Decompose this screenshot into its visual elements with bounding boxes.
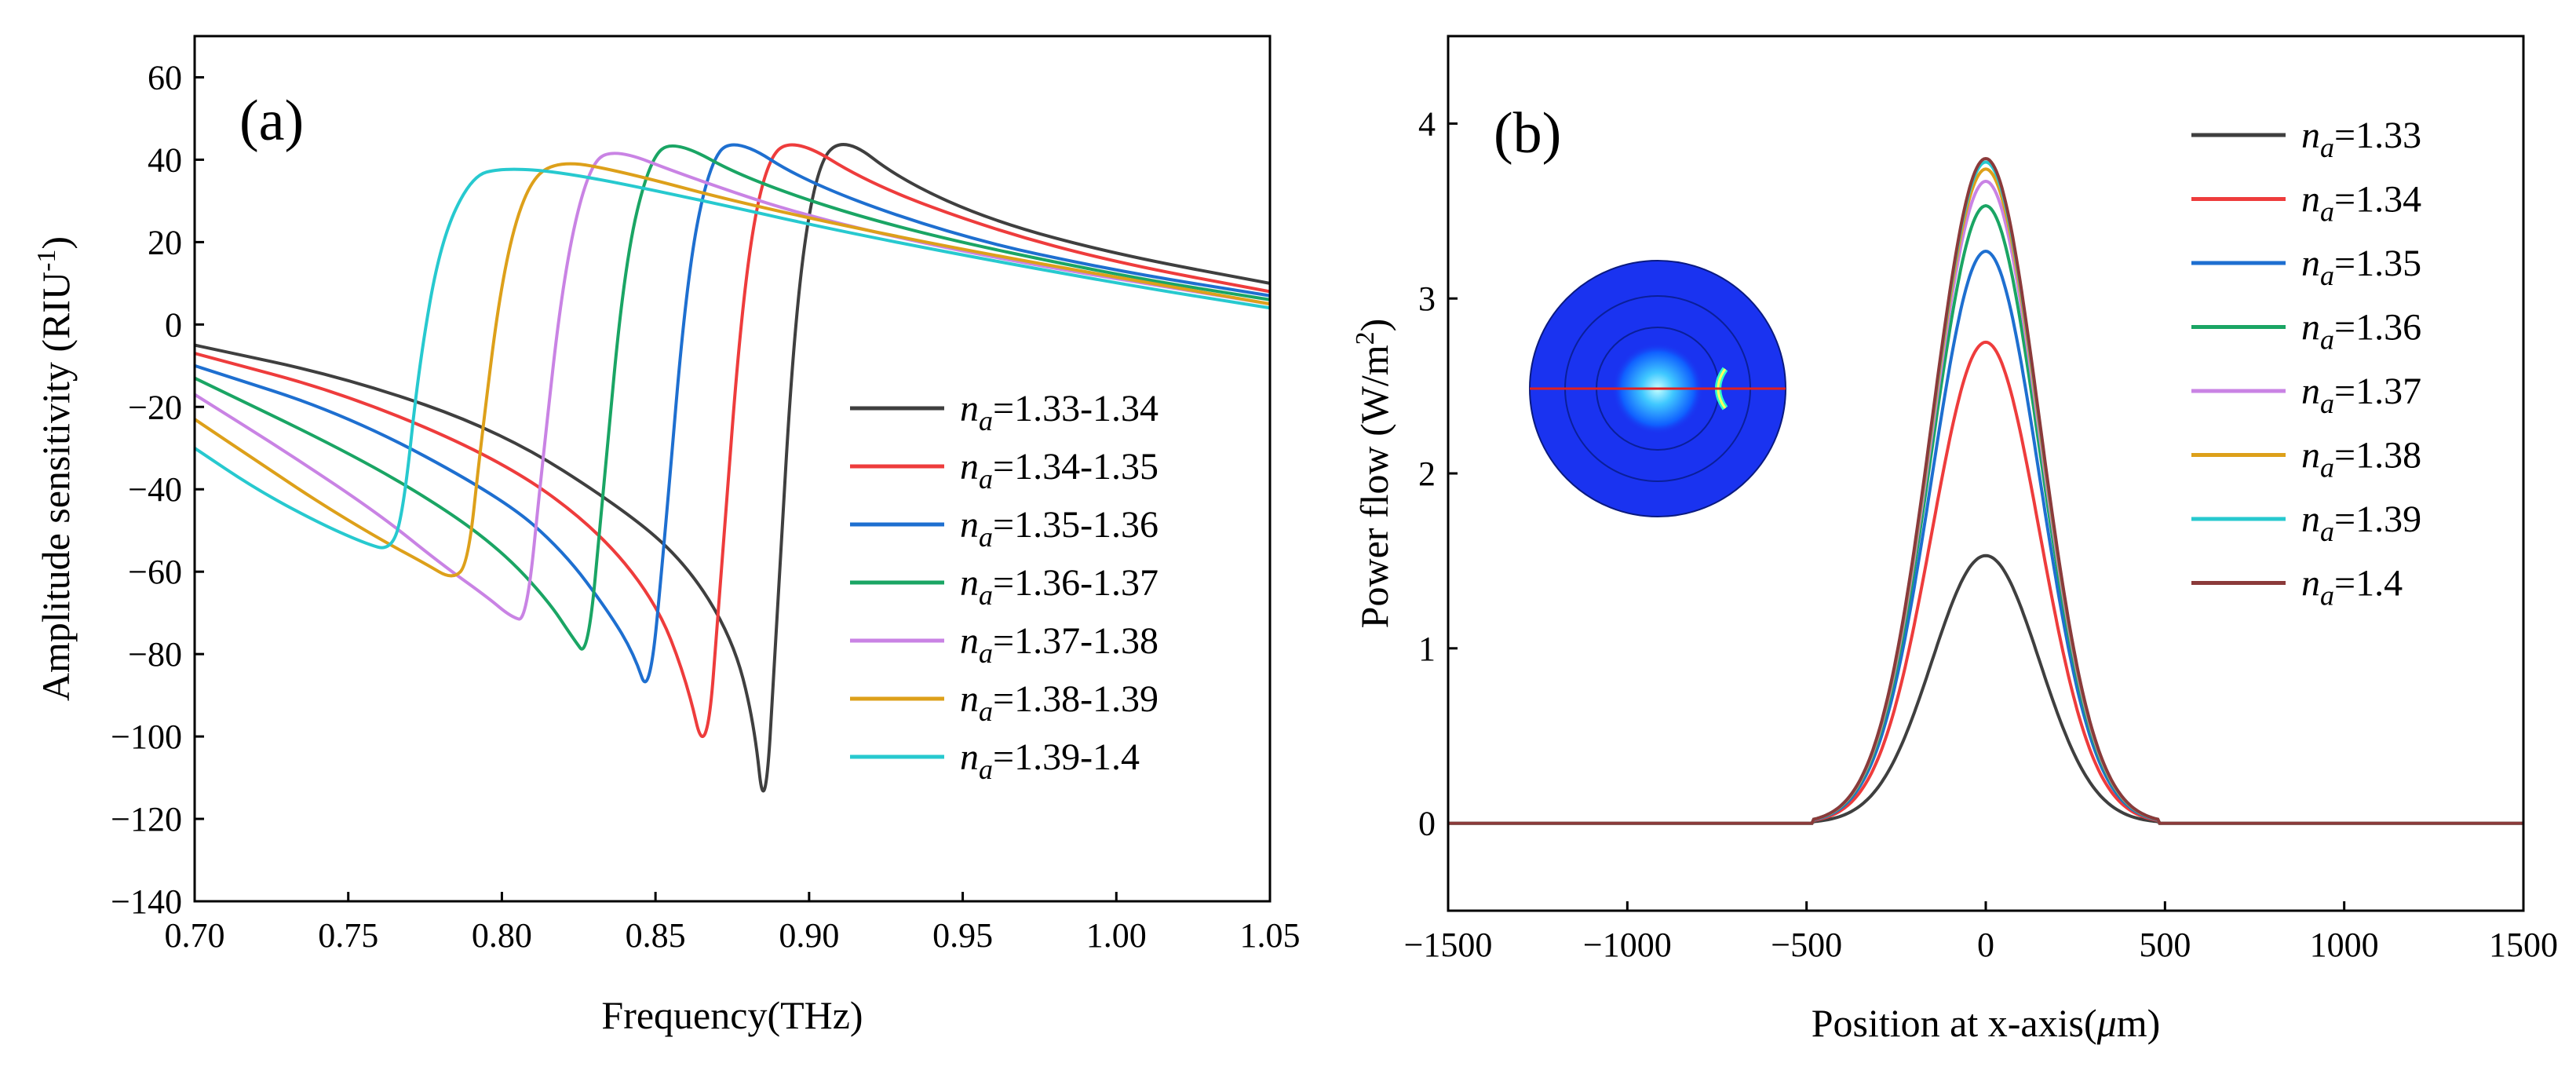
panel-b-series — [1448, 156, 2523, 825]
b-xtick-label: −500 — [1771, 926, 1842, 964]
b-ytick-label: 2 — [1418, 455, 1436, 493]
legend-label: na=1.39-1.4 — [960, 736, 1140, 785]
a-ytick-label: −20 — [128, 388, 182, 426]
series-line — [195, 144, 1270, 651]
panel-b-frame — [1447, 35, 2525, 912]
b-xtick-label: 500 — [2139, 926, 2191, 964]
b-xtick-label: −1500 — [1404, 926, 1493, 964]
a-xtick-label: 1.00 — [1086, 916, 1147, 955]
series-line — [195, 152, 1270, 621]
legend-label: na=1.38 — [2301, 435, 2421, 484]
b-xtick-label: 1000 — [2310, 926, 2379, 964]
a-ytick-label: −140 — [111, 882, 182, 921]
series-line — [195, 143, 1270, 739]
b-xtick-label: −1000 — [1583, 926, 1672, 964]
panel-b-ylabel: Power flow (W/m2) — [1351, 319, 1396, 629]
panel-b: −1500 −1000 −500 0 500 1000 1500 0 1 2 3 4 (b) Posi… — [1351, 35, 2558, 1045]
fiber-mode-inset — [1529, 260, 1786, 517]
a-ytick-label: 60 — [148, 58, 182, 97]
a-ytick-label: −60 — [128, 553, 182, 591]
panel-a: 0.70 0.75 0.80 0.85 0.90 0.95 1.00 1.05 60 40 20 0 −… — [32, 35, 1301, 1037]
legend-label: na=1.37-1.38 — [960, 620, 1158, 669]
legend-label: na=1.33 — [2301, 115, 2421, 163]
b-ytick-label: 3 — [1418, 279, 1436, 318]
legend-label: na=1.35 — [2301, 243, 2421, 291]
panel-b-ticks: −1500 −1000 −500 0 500 1000 1500 0 1 2 3 4 — [1404, 104, 2558, 964]
a-xtick-label: 0.90 — [779, 916, 839, 955]
legend-label: na=1.4 — [2301, 563, 2403, 612]
a-xtick-label: 1.05 — [1240, 916, 1301, 955]
b-ytick-label: 0 — [1418, 805, 1436, 843]
series-line — [195, 162, 1270, 578]
panel-a-label: (a) — [239, 89, 304, 153]
a-ytick-label: −80 — [128, 635, 182, 674]
panel-b-legend: na=1.33 na=1.34 na=1.35 na=1.36 na=1.37 na=1.… — [2191, 115, 2421, 612]
legend-label: na=1.34 — [2301, 179, 2421, 228]
b-ytick-label: 1 — [1418, 630, 1436, 668]
a-xtick-label: 0.75 — [318, 916, 378, 955]
a-ytick-label: 40 — [148, 141, 182, 179]
panel-a-frame — [193, 35, 1272, 903]
a-xtick-label: 0.95 — [932, 916, 993, 955]
legend-label: na=1.33-1.34 — [960, 388, 1158, 437]
a-ytick-label: 0 — [165, 305, 182, 344]
panel-a-legend: na=1.33-1.34 na=1.34-1.35 na=1.35-1.36 na=1… — [850, 388, 1158, 785]
panel-a-series — [195, 143, 1270, 793]
panel-a-ylabel: Amplitude sensitivity (RIU-1) — [32, 236, 78, 701]
a-ytick-label: −100 — [111, 718, 182, 756]
legend-label: na=1.36 — [2301, 307, 2421, 356]
series-line — [195, 143, 1270, 793]
panel-b-xlabel: Position at x-axis(μm) — [1812, 1001, 2161, 1045]
a-ytick-label: −40 — [128, 470, 182, 509]
b-xtick-label: 1500 — [2489, 926, 2558, 964]
a-xtick-label: 0.70 — [165, 916, 225, 955]
legend-label: na=1.34-1.35 — [960, 446, 1158, 495]
legend-label: na=1.37 — [2301, 371, 2421, 419]
legend-label: na=1.38-1.39 — [960, 678, 1158, 727]
a-xtick-label: 0.80 — [472, 916, 532, 955]
series-line — [195, 167, 1270, 550]
series-line — [195, 143, 1270, 684]
b-xtick-label: 0 — [1977, 926, 1994, 964]
a-ytick-label: −120 — [111, 800, 182, 838]
b-ytick-label: 4 — [1418, 104, 1436, 143]
a-ytick-label: 20 — [148, 223, 182, 261]
a-xtick-label: 0.85 — [626, 916, 686, 955]
panel-a-ticks: 0.70 0.75 0.80 0.85 0.90 0.95 1.00 1.05 60 40 20 0 −… — [111, 58, 1300, 955]
legend-label: na=1.39 — [2301, 499, 2421, 547]
series-line — [1448, 156, 2523, 825]
legend-label: na=1.36-1.37 — [960, 562, 1158, 611]
legend-label: na=1.35-1.36 — [960, 504, 1158, 553]
panel-a-xlabel: Frequency(THz) — [601, 993, 863, 1037]
panel-b-label: (b) — [1494, 101, 1561, 166]
